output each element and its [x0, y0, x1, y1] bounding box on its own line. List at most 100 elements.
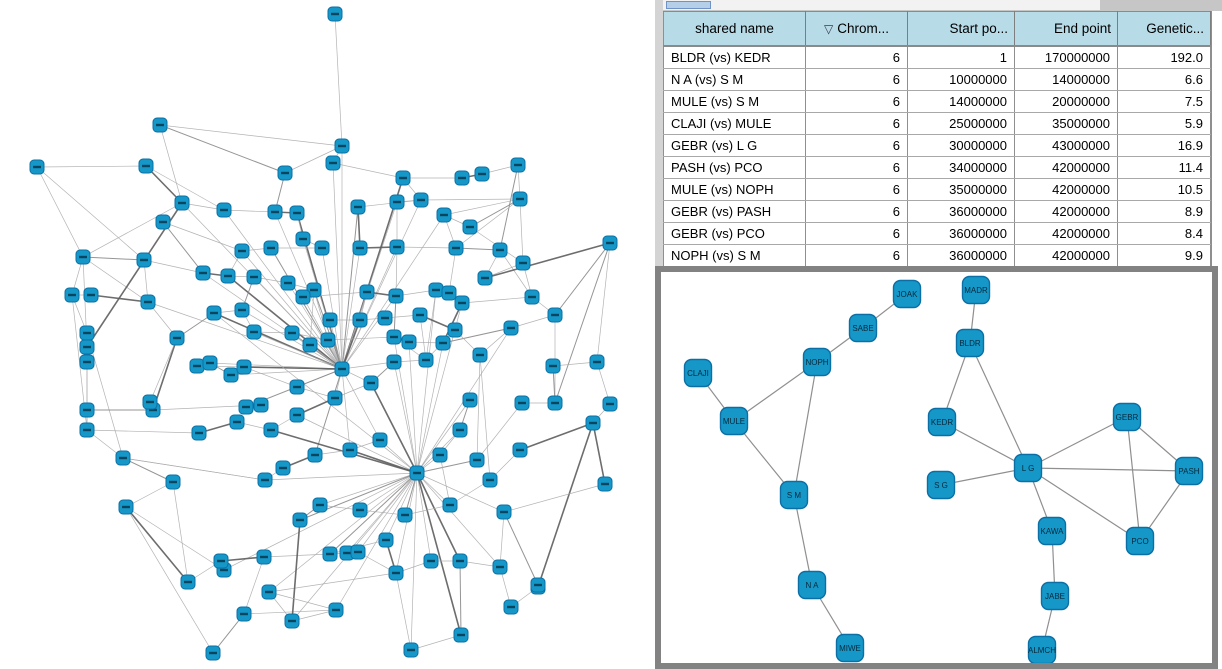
network-node[interactable] [514, 395, 530, 411]
network-node[interactable] [510, 157, 526, 173]
detail-network-node-jabe[interactable]: JABE [1040, 581, 1070, 611]
network-node[interactable] [327, 6, 343, 22]
network-node[interactable] [328, 602, 344, 618]
scrollbar-track[interactable] [663, 0, 1100, 10]
overview-network-canvas[interactable] [0, 0, 655, 669]
network-node[interactable] [334, 361, 350, 377]
network-node[interactable] [284, 325, 300, 341]
network-node[interactable] [64, 287, 80, 303]
network-node[interactable] [477, 270, 493, 286]
network-node[interactable] [386, 354, 402, 370]
network-node[interactable] [388, 565, 404, 581]
network-node[interactable] [452, 422, 468, 438]
network-node[interactable] [389, 194, 405, 210]
detail-network-node-madr[interactable]: MADR [961, 275, 991, 305]
network-node[interactable] [492, 559, 508, 575]
network-node[interactable] [322, 546, 338, 562]
network-node[interactable] [454, 295, 470, 311]
network-node[interactable] [79, 402, 95, 418]
overview-network-panel[interactable] [0, 0, 655, 669]
column-header-chrom[interactable]: ▽ Chrom... [805, 11, 908, 47]
network-node[interactable] [432, 447, 448, 463]
network-node[interactable] [307, 447, 323, 463]
network-node[interactable] [155, 214, 171, 230]
network-node[interactable] [206, 305, 222, 321]
network-node[interactable] [322, 312, 338, 328]
network-node[interactable] [236, 359, 252, 375]
network-node[interactable] [314, 240, 330, 256]
network-node[interactable] [352, 502, 368, 518]
table-row[interactable]: BLDR (vs) KEDR 6 1 170000000 192.0 [663, 46, 1211, 69]
detail-network-canvas[interactable]: JOAK MADR SABE BLDR NOPH CLAJI GEBR MULE KEDR PAS… [661, 272, 1212, 663]
network-node[interactable] [246, 324, 262, 340]
network-node[interactable] [350, 199, 366, 215]
network-node[interactable] [597, 476, 613, 492]
network-node[interactable] [312, 497, 328, 513]
network-node[interactable] [236, 606, 252, 622]
network-node[interactable] [441, 285, 457, 301]
network-node[interactable] [585, 415, 601, 431]
network-node[interactable] [79, 354, 95, 370]
detail-network-node-pco[interactable]: PCO [1125, 526, 1155, 556]
network-node[interactable] [327, 390, 343, 406]
network-node[interactable] [503, 320, 519, 336]
network-node[interactable] [386, 329, 402, 345]
column-header-end-point[interactable]: End point [1014, 11, 1118, 47]
network-node[interactable] [377, 310, 393, 326]
network-node[interactable] [492, 242, 508, 258]
table-row[interactable]: PASH (vs) PCO 6 34000000 42000000 11.4 [663, 156, 1211, 179]
network-node[interactable] [267, 204, 283, 220]
network-node[interactable] [289, 205, 305, 221]
network-node[interactable] [320, 332, 336, 348]
network-node[interactable] [142, 394, 158, 410]
detail-network-node-n-a[interactable]: N A [797, 570, 827, 600]
network-node[interactable] [496, 504, 512, 520]
network-node[interactable] [246, 269, 262, 285]
column-header-shared-name[interactable]: shared name [663, 11, 806, 47]
network-node[interactable] [412, 307, 428, 323]
network-node[interactable] [372, 432, 388, 448]
network-node[interactable] [189, 358, 205, 374]
network-node[interactable] [292, 512, 308, 528]
network-node[interactable] [138, 158, 154, 174]
detail-network-node-gebr[interactable]: GEBR [1112, 402, 1142, 432]
network-node[interactable] [325, 155, 341, 171]
network-node[interactable] [79, 325, 95, 341]
network-node[interactable] [454, 170, 470, 186]
network-node[interactable] [547, 307, 563, 323]
network-node[interactable] [202, 355, 218, 371]
network-node[interactable] [216, 202, 232, 218]
network-node[interactable] [409, 465, 425, 481]
network-node[interactable] [442, 497, 458, 513]
network-node[interactable] [342, 442, 358, 458]
detail-network-node-bldr[interactable]: BLDR [955, 328, 985, 358]
network-node[interactable] [213, 553, 229, 569]
network-node[interactable] [261, 584, 277, 600]
detail-network-node-kawa[interactable]: KAWA [1037, 516, 1067, 546]
network-node[interactable] [482, 472, 498, 488]
network-node[interactable] [472, 347, 488, 363]
network-node[interactable] [436, 207, 452, 223]
detail-network-node-joak[interactable]: JOAK [892, 279, 922, 309]
network-node[interactable] [223, 367, 239, 383]
detail-network-node-miwe[interactable]: MIWE [835, 633, 865, 663]
network-node[interactable] [428, 282, 444, 298]
network-node[interactable] [165, 474, 181, 490]
network-node[interactable] [447, 322, 463, 338]
network-node[interactable] [512, 442, 528, 458]
network-node[interactable] [83, 287, 99, 303]
network-node[interactable] [253, 397, 269, 413]
column-header-start-po[interactable]: Start po... [907, 11, 1015, 47]
table-row[interactable]: N A (vs) S M 6 10000000 14000000 6.6 [663, 68, 1211, 91]
network-node[interactable] [257, 472, 273, 488]
table-row[interactable]: GEBR (vs) PASH 6 36000000 42000000 8.9 [663, 200, 1211, 223]
network-node[interactable] [229, 414, 245, 430]
network-node[interactable] [79, 339, 95, 355]
network-node[interactable] [435, 335, 451, 351]
network-node[interactable] [289, 379, 305, 395]
network-node[interactable] [474, 166, 490, 182]
network-node[interactable] [401, 334, 417, 350]
network-node[interactable] [205, 645, 221, 661]
network-node[interactable] [389, 239, 405, 255]
network-node[interactable] [174, 195, 190, 211]
